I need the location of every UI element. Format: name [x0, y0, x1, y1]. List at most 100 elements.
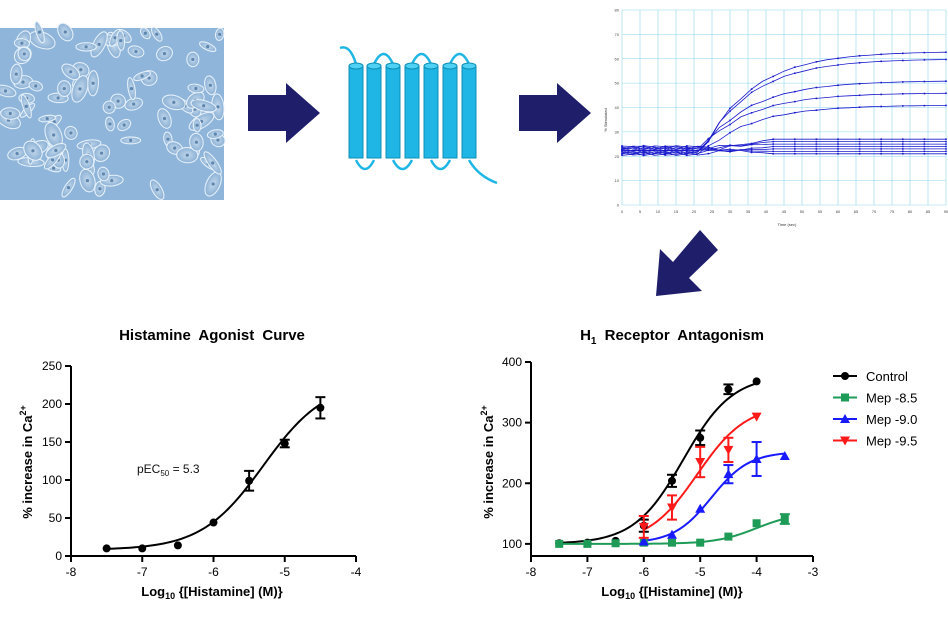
cell-nucleus — [129, 86, 134, 91]
trace-line — [621, 80, 947, 152]
helix-top — [461, 62, 477, 70]
helix-top — [385, 62, 401, 70]
cell-nucleus — [69, 70, 73, 74]
data-point — [668, 538, 676, 547]
cell-nucleus — [140, 74, 144, 78]
data-point — [695, 458, 706, 468]
transmembrane-helix — [366, 65, 382, 159]
y-tick-label: 150 — [42, 435, 62, 449]
cell-nucleus — [91, 81, 95, 85]
cell-nucleus — [155, 188, 159, 192]
x-tick-label: -8 — [526, 565, 537, 579]
y-tick-label: 50 — [49, 511, 63, 525]
cell-nucleus — [147, 76, 151, 80]
trace-x-tick: 35 — [746, 209, 751, 214]
cell-nucleus — [116, 99, 120, 103]
cell-nucleus — [185, 153, 189, 157]
cell-nucleus — [202, 104, 206, 108]
cell-nucleus — [211, 161, 215, 165]
legend-label: Control — [866, 369, 908, 384]
trace-y-tick: 10 — [615, 178, 620, 183]
data-point — [316, 403, 325, 412]
y-tick-label: 100 — [502, 537, 522, 551]
cell-nucleus — [84, 45, 88, 49]
data-point — [102, 544, 111, 553]
process-arrow-icon — [656, 230, 718, 296]
cell-nucleus — [172, 100, 176, 104]
trace-y-tick: 70 — [615, 32, 620, 37]
cell-nucleus — [50, 158, 55, 162]
x-tick-label: -7 — [137, 565, 148, 579]
x-tick-label: -4 — [751, 565, 762, 579]
data-point — [840, 414, 850, 423]
trace-x-tick: 20 — [692, 209, 697, 214]
trace-y-tick: 50 — [615, 81, 620, 86]
cell-nucleus — [162, 52, 167, 56]
data-point — [611, 539, 620, 548]
trace-y-tick: 30 — [615, 129, 620, 134]
chart-title: H1 Receptor Antagonism — [580, 327, 764, 347]
trace-line — [621, 105, 946, 156]
trace-x-label: Time (sec) — [778, 222, 797, 227]
helix-top — [366, 62, 382, 70]
trace-y-tick: 20 — [615, 154, 620, 159]
trace-x-tick: 85 — [926, 209, 931, 214]
trace-line — [621, 148, 946, 155]
helix-top — [423, 62, 439, 70]
transmembrane-helix — [423, 65, 439, 159]
data-point — [779, 450, 790, 460]
y-tick-label: 200 — [502, 476, 522, 490]
trace-x-tick: 25 — [710, 209, 715, 214]
trace-y-tick: 80 — [615, 8, 620, 13]
data-point — [209, 518, 218, 527]
trace-x-tick: 10 — [656, 209, 661, 214]
antagonism-chart: H1 Receptor Antagonism -8 -7 -6 -5 -4 -3 100 20… — [479, 327, 917, 601]
cell-nucleus — [206, 45, 210, 49]
trace-x-tick: 55 — [818, 209, 823, 214]
x-axis-label: Log10 {[Histamine] (M)} — [141, 584, 282, 601]
calcium-trace-panel: 0 5 10 15 20 25 30 35 40 45 50 55 60 65 70 75 80 85 90 0 10 2… — [603, 2, 948, 240]
trace-point — [621, 145, 623, 147]
cell-nucleus — [22, 52, 26, 56]
data-point — [780, 515, 789, 524]
trace-x-tick: 30 — [728, 209, 733, 214]
fit-curve — [106, 403, 321, 550]
legend-label: Mep -9.5 — [866, 434, 917, 449]
cell-nucleus — [24, 104, 28, 108]
cell-nucleus — [69, 131, 73, 135]
process-arrow-icon — [519, 83, 591, 143]
cell-nucleus — [98, 187, 102, 191]
y-axis-label: % increase in Ca2+ — [18, 405, 35, 519]
legend: Control Mep -8.5 Mep -9.0 Mep -9.5 — [833, 369, 917, 449]
cell-nucleus — [62, 86, 66, 91]
trace-y-label: % Stimulated — [603, 108, 608, 132]
cell-nucleus — [52, 166, 56, 170]
cell-nucleus — [119, 39, 123, 43]
agonist-chart: Histamine Agonist Curve -8 -7 -6 -5 -4 0 50 100… — [18, 327, 362, 601]
cell-nucleus — [79, 68, 83, 72]
trace-x-tick: 5 — [639, 209, 642, 214]
data-point — [638, 536, 649, 546]
data-point — [840, 436, 850, 446]
cell-nucleus — [194, 140, 198, 144]
cell-nucleus — [52, 133, 56, 137]
data-point — [724, 385, 733, 394]
legend-label: Mep -9.0 — [866, 412, 917, 427]
fit-curve — [643, 452, 785, 542]
data-point — [696, 538, 705, 547]
helix-top — [442, 62, 458, 70]
cell-nucleus — [20, 41, 24, 45]
data-point — [667, 529, 677, 539]
y-tick-label: 250 — [42, 359, 62, 373]
data-point — [751, 412, 762, 422]
data-point — [638, 522, 649, 532]
trace-x-tick: 15 — [674, 209, 679, 214]
x-tick-label: -7 — [582, 565, 593, 579]
chart-title: Histamine Agonist Curve — [119, 327, 305, 344]
trace-x-tick: 75 — [890, 209, 895, 214]
data-point — [245, 476, 254, 485]
data-point — [583, 539, 592, 548]
cell-nucleus — [66, 186, 71, 190]
trace-x-tick: 90 — [944, 209, 948, 214]
cell-nucleus — [162, 116, 167, 121]
